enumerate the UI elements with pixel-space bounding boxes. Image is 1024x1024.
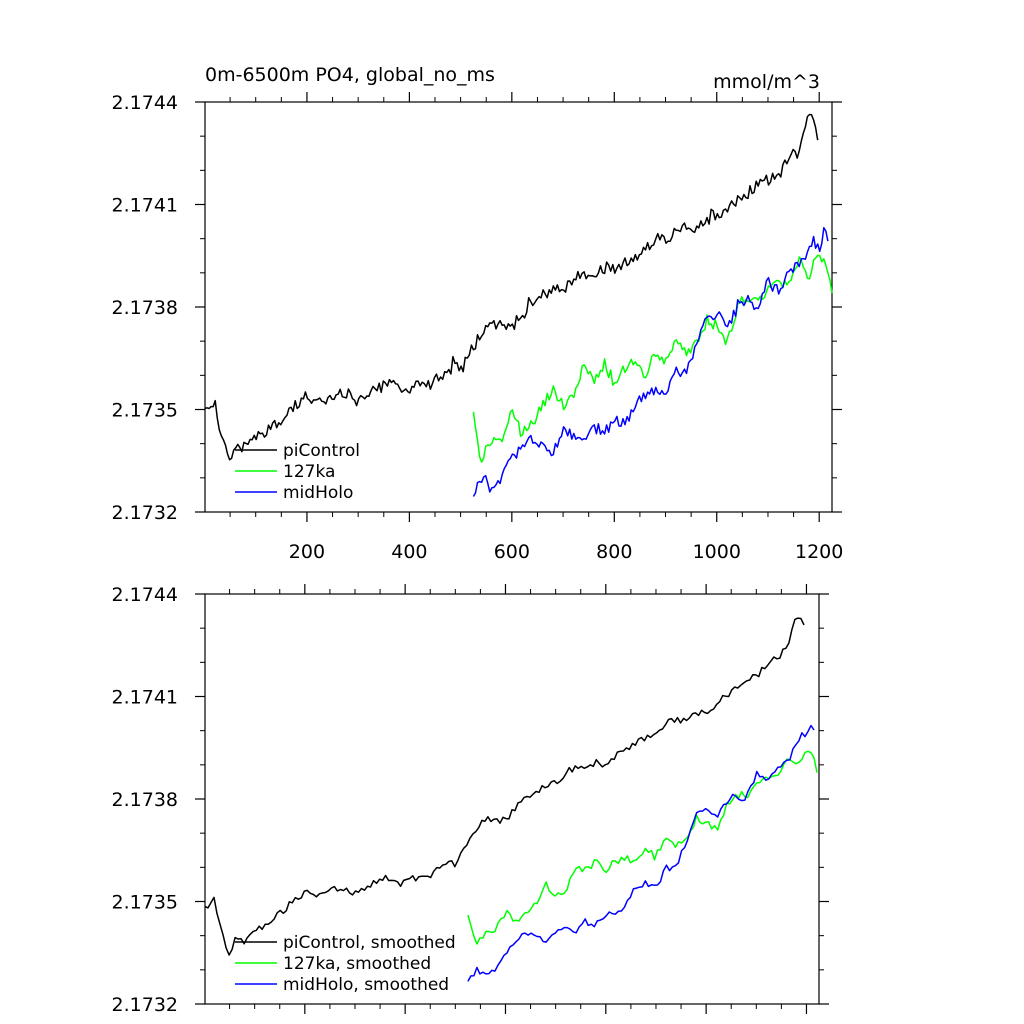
chart-title: 0m-6500m PO4, global_no_ms [205,64,495,86]
bottom-y-axis: 2.1732 2.1735 2.1738 2.1741 2.1744 [112,584,829,1016]
y-tick-label: 2.1738 [112,297,178,319]
x-tick-label: 1000 [693,541,741,563]
x-tick-label: 800 [596,541,632,563]
top-x-axis: 200 400 600 800 1000 1200 [229,92,843,563]
y-tick-label: 2.1744 [112,92,178,114]
y-tick-label: 2.1735 [112,892,178,914]
legend-label: piControl [283,441,360,461]
y-tick-label: 2.1741 [112,195,178,217]
y-tick-label: 2.1738 [112,789,178,811]
series-line-picontrol-smoothed [204,617,805,956]
series-line-127ka [472,254,833,463]
top-y-axis: 2.1732 2.1735 2.1738 2.1741 2.1744 [112,92,842,524]
y-tick-label: 2.1735 [112,400,178,422]
top-series [204,113,833,497]
series-line-midholo [472,227,829,497]
bottom-panel: 2.1732 2.1735 2.1738 2.1741 2.1744 piControl… [112,584,829,1016]
units-label: mmol/m^3 [713,71,820,93]
legend-label: piControl, smoothed [283,933,456,953]
top-panel: 200 400 600 800 1000 1200 2.17322.17352.17382… [112,92,843,563]
x-tick-label: 1200 [795,541,843,563]
legend-label: midHolo [283,483,353,503]
y-tick-label: 2.1732 [112,994,178,1016]
y-tick-label: 2.1741 [112,687,178,709]
series-line-picontrol [204,113,819,461]
legend-label: 127ka [283,462,335,482]
x-tick-label: 600 [494,541,530,563]
bottom-series [204,617,818,982]
bottom-x-axis [229,584,808,1014]
series-line-midholo-smoothed [467,724,815,982]
legend-label: 127ka, smoothed [283,954,431,974]
x-tick-label: 200 [289,541,325,563]
legend-label: midHolo, smoothed [283,975,449,995]
series-line-127ka-smoothed [467,750,818,945]
y-tick-label: 2.1732 [112,502,178,524]
y-tick-label: 2.1744 [112,584,178,606]
x-tick-label: 400 [391,541,427,563]
